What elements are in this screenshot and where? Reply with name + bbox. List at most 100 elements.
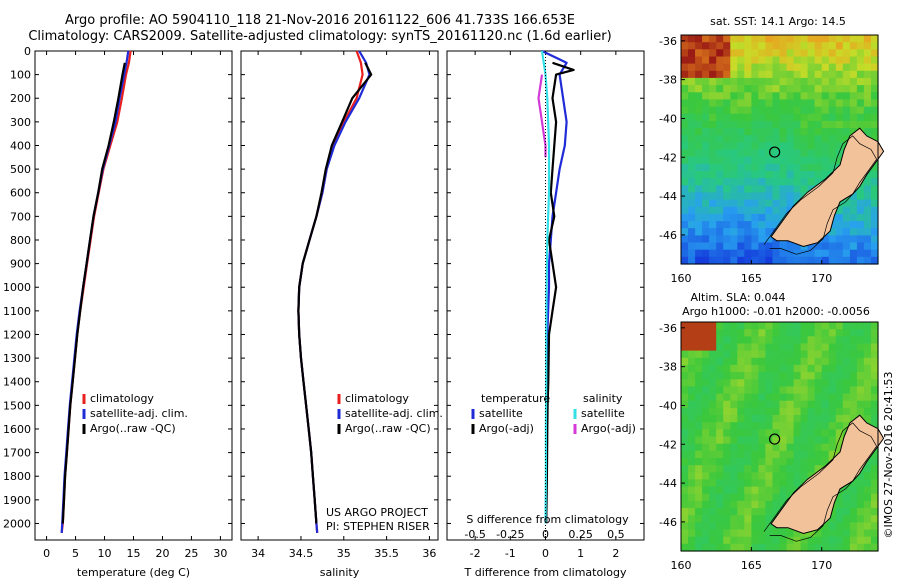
sla_map-cell	[730, 386, 738, 395]
sst_map-cell	[765, 156, 773, 165]
sst_map-cell	[835, 49, 844, 58]
sla_map-cell	[723, 322, 731, 330]
sst_map-cell	[688, 35, 696, 43]
sst_map-cell	[863, 171, 872, 179]
sla_map-cell	[709, 386, 717, 395]
sla_map-cell	[688, 479, 696, 488]
sla_map-cell	[814, 336, 823, 345]
sla_map-cell	[716, 422, 724, 430]
sst_map-cell	[702, 149, 710, 158]
sla_map-cell	[744, 529, 752, 538]
sla_map-cell	[772, 479, 781, 488]
sla_map-cell	[681, 329, 689, 337]
sst_map-cell	[709, 235, 717, 244]
sla_map-cell	[765, 415, 773, 423]
sst_map-cell	[702, 185, 710, 194]
sla_map-cell	[723, 343, 731, 352]
sla_map-cell	[786, 415, 795, 423]
sla_map-cell	[681, 486, 689, 495]
sst_map-cell	[828, 49, 837, 58]
sla_map-cell	[821, 522, 830, 531]
sst_map-cell	[779, 56, 788, 65]
sst_map-cell	[744, 77, 752, 86]
sla_map-cell	[681, 458, 689, 466]
sst_map-cell	[737, 142, 745, 151]
sla_map-cell	[849, 479, 858, 488]
sla_map-cell	[835, 393, 844, 402]
sla_map-cell	[849, 493, 858, 502]
sst_map-cell	[716, 120, 724, 129]
sst_map-cell	[716, 171, 724, 179]
sla_map-cell	[744, 443, 752, 452]
sla_map-cell	[779, 393, 788, 402]
sla_map-cell	[723, 458, 731, 466]
sst_map-cell	[807, 135, 816, 143]
sst_map-cell	[695, 206, 703, 215]
sst_map-cell	[786, 106, 795, 115]
sst_map-argo-marker	[769, 146, 781, 158]
sla_map-cell	[702, 407, 710, 416]
sst_map-cell	[779, 142, 788, 151]
sla_map-cell	[863, 536, 872, 545]
sst_map-cell	[758, 221, 766, 229]
sst_map-cell	[716, 156, 724, 165]
sla_map-cell	[730, 379, 738, 388]
sla_map-cell	[709, 443, 717, 452]
sla_map-cell	[695, 343, 703, 352]
sla_map-cell	[695, 465, 703, 473]
sst_map-cell	[849, 120, 858, 129]
sst_map-cell	[871, 199, 879, 208]
sla_map-cell	[758, 350, 766, 359]
sst_map-cell	[765, 235, 773, 244]
sla-map-title: Altim. SLA: 0.044	[690, 291, 785, 304]
sst_map-cell	[716, 213, 724, 222]
sla_map-cell	[737, 522, 745, 531]
sla_map-cell	[765, 357, 773, 366]
sst_map-cell	[779, 128, 788, 136]
sst_map-cell	[863, 213, 872, 222]
sst_map-cell	[871, 249, 879, 258]
sla_map-cell	[814, 350, 823, 359]
sla_map-cell	[751, 479, 759, 488]
sst_map-cell	[716, 77, 724, 86]
sst_map-cell	[800, 56, 809, 65]
sst_map-cell	[779, 70, 788, 79]
sst_map-cell	[842, 92, 851, 101]
sla_map-cell	[856, 479, 865, 488]
sla_map-cell	[786, 350, 795, 359]
sst_map-cell	[856, 99, 865, 108]
sst_map-cell	[702, 142, 710, 151]
sla_map-cell	[779, 386, 788, 395]
sla_map-cell	[737, 422, 745, 430]
sla_map-cell	[723, 329, 731, 337]
sla_map-cell	[751, 372, 759, 380]
sla_map-cell	[849, 529, 858, 538]
sst_map-cell	[723, 128, 731, 136]
sla_map-cell	[856, 522, 865, 531]
sst_map-cell	[744, 63, 752, 72]
sla_map-cell	[800, 450, 809, 459]
sla_map-cell	[688, 386, 696, 395]
sst_map-cell	[695, 113, 703, 122]
sla_map-cell	[688, 508, 696, 516]
sla_map-cell	[828, 357, 837, 366]
sla_map-cell	[835, 529, 844, 538]
sst_map-cell	[779, 242, 788, 251]
sla_map-cell	[863, 386, 872, 395]
sla_map-cell	[779, 329, 788, 337]
sst_map-cell	[828, 242, 837, 251]
sst_map-cell	[688, 242, 696, 251]
sla_map-cell	[751, 508, 759, 516]
sst_map-cell	[681, 149, 689, 158]
sst_map-cell	[758, 63, 766, 72]
sla_map-cell	[709, 486, 717, 495]
sst_map-cell	[772, 178, 781, 186]
sst_map-cell	[786, 185, 795, 194]
sst_map-cell	[786, 156, 795, 165]
sst_map-cell	[814, 49, 823, 58]
diff-legend-label: Argo(-adj)	[581, 422, 636, 435]
s-diff-tick-label: -0.25	[496, 528, 524, 541]
sla_map-land	[770, 414, 885, 535]
sla_map-cell	[849, 343, 858, 352]
